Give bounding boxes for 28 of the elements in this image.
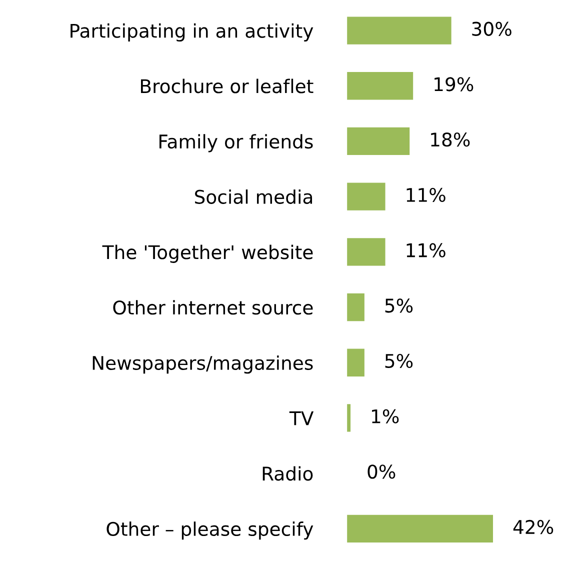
y-tick-label: Newspapers/magazines (92, 355, 313, 374)
bar (347, 238, 386, 266)
data-label: 30% (472, 22, 512, 36)
y-tick-label: Family or friends (160, 134, 313, 152)
bar (347, 127, 410, 156)
bar (347, 514, 494, 542)
data-label: 5% (385, 354, 413, 368)
y-tick-label: Other internet source (113, 300, 313, 315)
y-tick-label: Participating in an activity (70, 23, 314, 42)
y-tick-label: The 'Together' website (102, 244, 313, 263)
data-label: 1% (372, 409, 399, 424)
bar (347, 16, 452, 44)
y-tick-label: Brochure or leaflet (141, 78, 314, 94)
data-label: 18% (431, 132, 470, 147)
bar (347, 72, 414, 100)
data-label: 11% (406, 188, 446, 202)
data-label: 5% (385, 298, 413, 313)
bar (347, 348, 364, 376)
y-tick-label: Other – please specify (106, 522, 314, 540)
y-tick-label: TV (289, 411, 314, 426)
bar (347, 293, 364, 322)
y-tick-label: Social media (194, 189, 312, 204)
data-label: 42% (513, 520, 554, 534)
data-label: 0% (368, 464, 396, 479)
data-label: 11% (406, 243, 446, 258)
y-tick-label: Radio (262, 466, 313, 481)
data-label: 19% (434, 77, 474, 92)
bar (347, 182, 386, 210)
